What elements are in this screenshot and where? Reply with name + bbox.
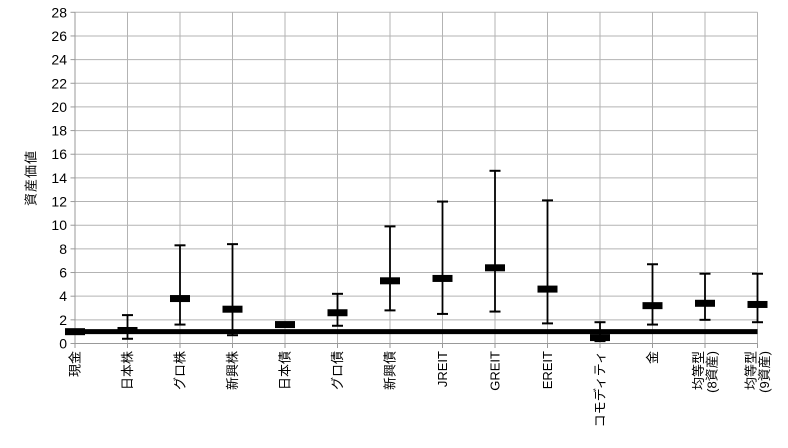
errorbar-2 xyxy=(170,244,190,326)
median-marker xyxy=(222,305,243,313)
x-category-label: (8資産) xyxy=(704,351,719,393)
median-marker xyxy=(170,295,190,303)
median-marker xyxy=(642,302,663,310)
x-category-label: 金 xyxy=(645,351,660,364)
x-category-label: GREIT xyxy=(488,351,503,391)
x-category-label: 日本債 xyxy=(278,351,293,390)
errorbar-7 xyxy=(432,200,453,315)
errorbar-9 xyxy=(537,199,558,325)
median-marker xyxy=(65,328,85,336)
y-tick-label: 26 xyxy=(51,28,67,44)
axes xyxy=(70,11,758,348)
errorbar-13 xyxy=(747,272,768,324)
errorbar-8 xyxy=(485,169,505,313)
median-marker xyxy=(327,309,348,317)
x-category-label: グロ株 xyxy=(173,351,188,390)
median-marker xyxy=(117,326,138,334)
errorbar-5 xyxy=(327,292,348,327)
median-marker xyxy=(747,300,768,308)
x-category-label: 現金 xyxy=(68,351,83,377)
errorbar-12 xyxy=(695,272,715,321)
x-category-label: 日本株 xyxy=(120,351,135,390)
y-tick-label: 8 xyxy=(59,241,67,257)
x-category-label: コモディティ xyxy=(593,351,608,427)
y-tick-label: 4 xyxy=(59,288,67,304)
x-category-labels: 現金 日本株 グロ株 新興株 日本債 グロ債 新興債 JREIT GREIT EREIT コモディテ… xyxy=(68,351,772,427)
y-axis-title: 資産価値 xyxy=(23,149,39,207)
y-tick-label: 0 xyxy=(59,336,67,352)
errorbar-6 xyxy=(380,225,400,312)
x-category-label: グロ債 xyxy=(330,351,345,390)
x-category-label: 均等型 xyxy=(743,351,758,390)
median-marker xyxy=(380,277,400,285)
errorbar-1 xyxy=(117,314,138,340)
errorbar-3 xyxy=(222,243,243,337)
x-category-label: JREIT xyxy=(435,351,450,387)
y-tick-label: 22 xyxy=(51,75,67,91)
x-category-label: 新興株 xyxy=(225,351,240,390)
y-tick-label: 14 xyxy=(51,170,67,186)
median-marker xyxy=(695,299,715,307)
y-tick-label: 24 xyxy=(51,52,67,68)
y-tick-label: 12 xyxy=(51,194,67,210)
x-category-label: 均等型 xyxy=(691,351,706,390)
y-tick-label: 2 xyxy=(59,312,67,328)
y-tick-label: 28 xyxy=(51,4,67,20)
errorbar-0 xyxy=(65,328,85,336)
errorbar-series xyxy=(65,169,768,343)
median-marker xyxy=(590,334,610,342)
x-category-label: (9資産) xyxy=(757,351,772,393)
median-marker xyxy=(485,264,505,272)
x-category-label: 新興債 xyxy=(383,351,398,390)
y-tick-label: 18 xyxy=(51,123,67,139)
errorbar-11 xyxy=(642,263,663,326)
y-tick-label: 10 xyxy=(51,217,67,233)
errorbar-10 xyxy=(590,321,610,343)
gridlines xyxy=(75,11,758,344)
median-marker xyxy=(275,321,295,329)
errorbar-4 xyxy=(275,321,295,329)
y-tick-label: 16 xyxy=(51,146,67,162)
y-tick-label: 20 xyxy=(51,99,67,115)
y-tick-label: 6 xyxy=(59,265,67,281)
median-marker xyxy=(432,274,453,282)
x-category-label: EREIT xyxy=(540,351,555,389)
median-marker xyxy=(537,285,558,293)
